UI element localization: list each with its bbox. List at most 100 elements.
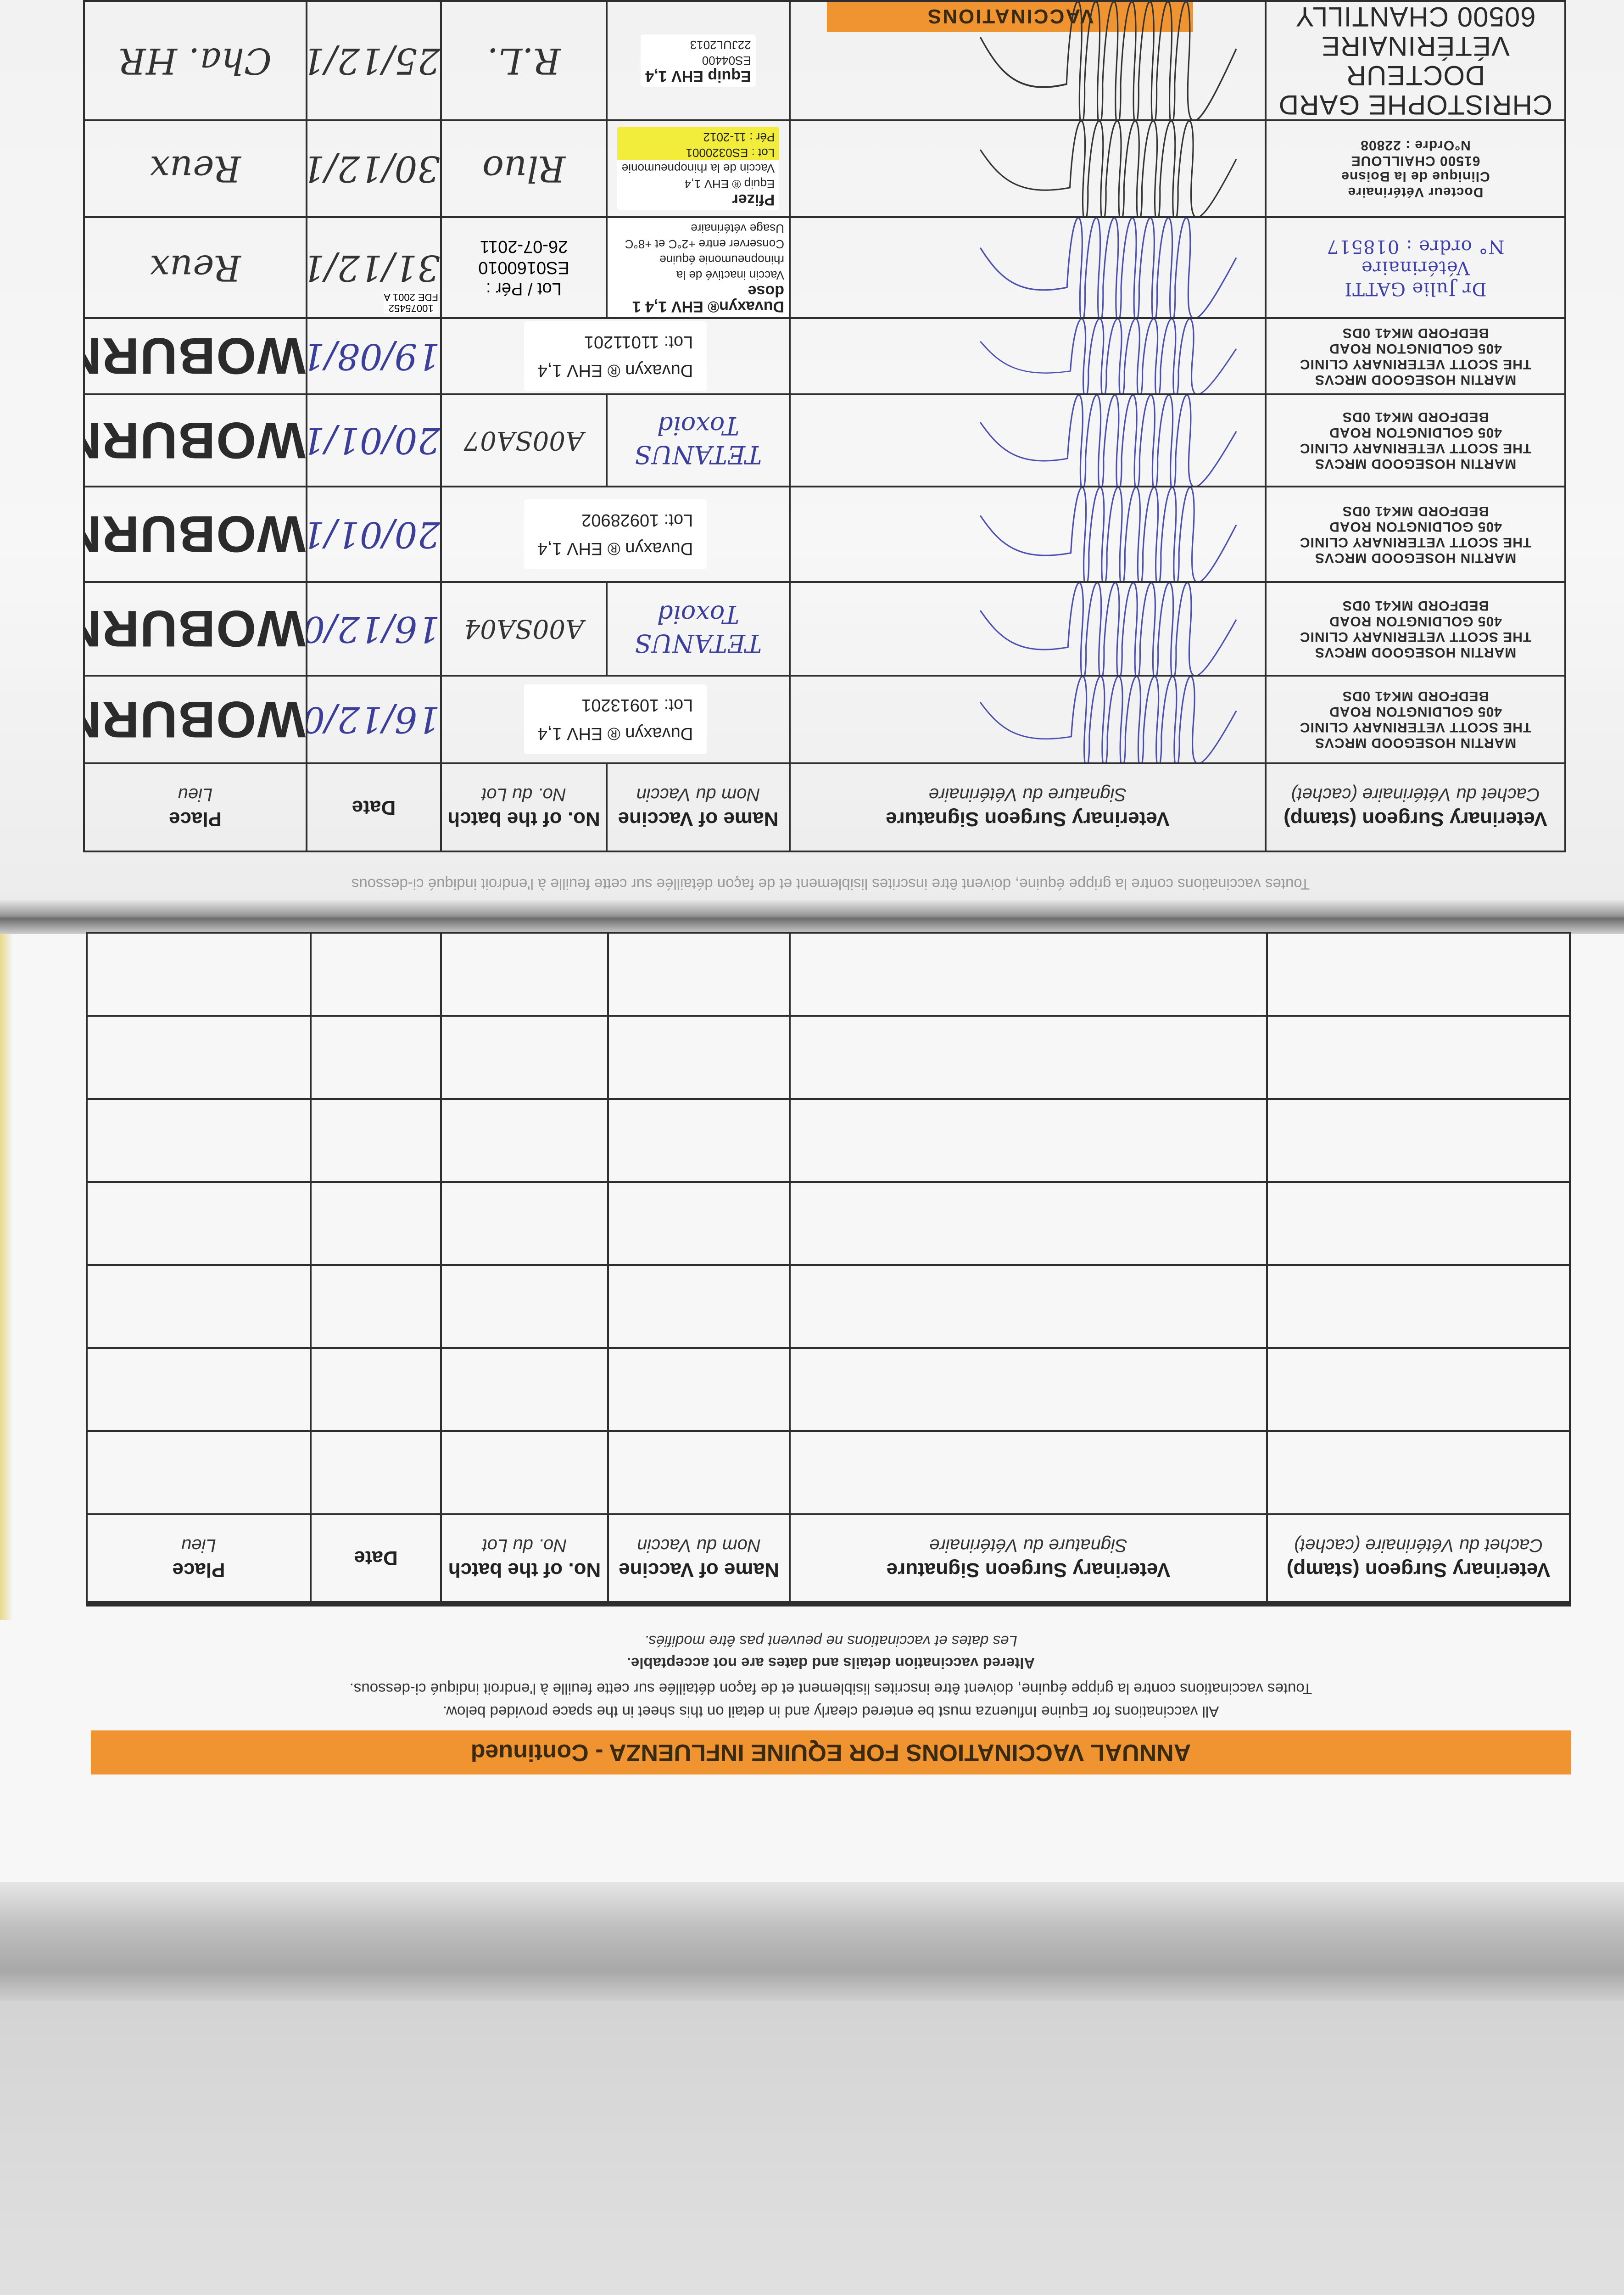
vet-initials: R.L. (487, 40, 561, 81)
column-header: Place Lieu (87, 1514, 311, 1604)
vaccination-date: 25/12/12 (307, 40, 440, 81)
vet-initials: Rluo (482, 148, 565, 190)
place-cell: Reux (84, 120, 307, 217)
column-header: No. of the batch No. du Lot (441, 763, 607, 851)
sticker-code-line: FDE 2001 A (384, 291, 438, 303)
vaccination-place: WOBURN (84, 505, 306, 563)
section-title: ANNUAL VACCINATIONS FOR EQUINE INFLUENZA… (470, 1739, 1191, 1766)
vet-stamp-cell: MARTIN HOSEGOOD MRCVS THE SCOTT VETERINAR… (1266, 318, 1565, 394)
vet-stamp-cell (1267, 1099, 1570, 1182)
column-header: Place Lieu (84, 763, 307, 851)
empty-table-row (87, 1431, 1570, 1514)
signature-cell (790, 1, 1266, 120)
vaccine-sticker: Pfizer Equip ® EHV 1,4 Vaccin de la rhinop… (617, 127, 780, 211)
column-header-en: Name of Vaccine (618, 808, 779, 831)
date-cell: 19/08/10 (307, 318, 441, 394)
handwritten-signature (979, 121, 1237, 216)
place-cell (87, 1265, 311, 1348)
vet-stamp-cell: Docteur Vétérinaire Clinique de la Boisne… (1266, 120, 1565, 217)
signature-cell (790, 1099, 1267, 1182)
vaccine-sticker-line: ES04400 (702, 54, 751, 67)
vet-stamp-line: MARTIN HOSEGOOD MRCVS (1314, 456, 1517, 472)
vet-stamp-cell: MARTIN HOSEGOOD MRCVS THE SCOTT VETERINAR… (1266, 487, 1565, 582)
empty-table-row (87, 1348, 1570, 1431)
vet-stamp-line: Vétérinaire (1361, 257, 1470, 278)
vaccination-record-table: Veterinary Surgeon (stamp) Cachet du Vété… (84, 1, 1566, 852)
vet-stamp: Dr Julie GATTI Vétérinaire N° ordre : 0185… (1267, 236, 1564, 299)
vaccination-place: Cha. HR (119, 40, 272, 81)
column-header-en: Name of Vaccine (619, 1559, 779, 1581)
vet-stamp-cell: Dr Julie GATTI Vétérinaire N° ordre : 0185… (1266, 217, 1565, 318)
vet-stamp-cell (1267, 1431, 1570, 1514)
batch-cell (441, 1431, 608, 1514)
column-header-fr: Nom du Vaccin (636, 784, 760, 805)
date-cell (311, 1182, 441, 1265)
vet-stamp: MARTIN HOSEGOOD MRCVS THE SCOTT VETERINAR… (1267, 503, 1564, 565)
column-header-en: Veterinary Surgeon Signature (886, 808, 1170, 831)
vaccine-sticker-line: Equip ® EHV 1,4 (684, 177, 775, 191)
vaccination-date: 20/01/10 (307, 514, 440, 555)
table-row: Dr Julie GATTI Vétérinaire N° ordre : 0185… (84, 217, 1565, 318)
place-cell: WOBURN (84, 318, 307, 394)
vet-stamp: MARTIN HOSEGOOD MRCVS THE SCOTT VETERINAR… (1267, 598, 1564, 660)
vet-stamp-line: BEDFORD MK41 0DS (1342, 598, 1489, 613)
vaccine-sticker-line: Lot: 11011201 (584, 332, 693, 352)
vet-stamp-line: CHRISTOPHE GARD (1278, 90, 1553, 120)
vet-stamp-cell: CHRISTOPHE GARD DOCTEUR VÉTÉRINAIRE 60500 … (1266, 1, 1565, 120)
vaccination-date: 19/08/10 (307, 336, 440, 377)
column-header: Date (311, 1514, 441, 1604)
vet-stamp-line: MARTIN HOSEGOOD MRCVS (1314, 645, 1517, 660)
date-cell (311, 1431, 441, 1514)
bottom-header-row: Veterinary Surgeon (stamp) Cachet du Vété… (87, 1514, 1570, 1604)
vet-stamp-line: Clinique de la Boisne (1341, 169, 1490, 185)
signature-cell (790, 318, 1266, 394)
date-cell (311, 933, 441, 1016)
vet-stamp-line: 405 GOLDINGTON ROAD (1329, 519, 1502, 534)
batch-line: 26-07-2011 (480, 237, 568, 256)
table-row: MARTIN HOSEGOOD MRCVS THE SCOTT VETERINAR… (84, 487, 1565, 582)
vaccine-name-cell (608, 933, 790, 1016)
vet-stamp: CHRISTOPHE GARD DOCTEUR VÉTÉRINAIRE 60500 … (1267, 1, 1564, 120)
vaccination-place: WOBURN (84, 600, 306, 658)
vaccine-sticker-line: Vaccin inactivé de la rhinopneumonie équ… (659, 253, 784, 282)
vet-stamp-cell (1267, 1016, 1570, 1099)
vaccine-sticker-line: Pér : 11-2012 (703, 130, 775, 145)
handwritten-signature (979, 677, 1237, 762)
column-header-en: Veterinary Surgeon (stamp) (1284, 808, 1547, 831)
place-cell: WOBURN (84, 394, 307, 487)
vaccination-date: 16/12/08 (307, 608, 440, 649)
table-row: MARTIN HOSEGOOD MRCVS THE SCOTT VETERINAR… (84, 318, 1565, 394)
handwritten-signature (979, 395, 1237, 486)
lower-page (0, 918, 1624, 1886)
date-cell (311, 1265, 441, 1348)
column-header-en: Place (172, 1559, 225, 1581)
signature-cell (790, 582, 1266, 676)
vaccine-sticker: Duvaxyn ® EHV 1,4 Lot: 11011201 (524, 321, 707, 391)
vaccine-sticker-line: Lot: 10913201 (581, 695, 693, 715)
vaccine-sticker-line: Pfizer (732, 191, 775, 209)
date-cell: 30/12/11 (307, 120, 441, 217)
vet-stamp-line: 405 GOLDINGTON ROAD (1329, 341, 1502, 356)
vet-stamp-cell (1267, 1182, 1570, 1265)
date-cell (311, 1099, 441, 1182)
vaccine-name-cell (608, 1431, 790, 1514)
vaccine-sticker-cell: Equip EHV 1,4 ES04400 22JUL2013 (607, 1, 790, 120)
place-cell (87, 1182, 311, 1265)
table-row: MARTIN HOSEGOOD MRCVS THE SCOTT VETERINAR… (84, 582, 1565, 676)
column-header-fr: No. du Lot (481, 784, 566, 805)
batch-cell (441, 1265, 608, 1348)
vet-stamp-line: 61500 CHAILLOUE (1351, 153, 1480, 169)
vet-stamp: MARTIN HOSEGOOD MRCVS THE SCOTT VETERINAR… (1267, 409, 1564, 472)
batch-cell: Lot / Pér : ES0160010 26-07-2011 (441, 217, 607, 318)
vaccine-sticker-cell: Duvaxyn ® EHV 1,4 Lot: 10913201 (441, 676, 790, 763)
vaccine-sticker-line: Lot: 10928902 (581, 510, 693, 530)
vet-stamp-line: Dr Julie GATTI (1344, 278, 1487, 299)
batch-label: Lot / Pér : ES0160010 26-07-2011 (442, 236, 606, 299)
date-cell: 16/12/08 (307, 582, 441, 676)
vet-stamp-line: THE SCOTT VETERINARY CLINIC (1299, 441, 1532, 456)
vaccination-date: 30/12/11 (307, 148, 440, 190)
vaccine-sticker-line: Conserver entre +2°C et +8°C (625, 237, 784, 251)
vet-stamp-cell (1267, 1348, 1570, 1431)
vaccine-sticker-cell: Duvaxyn ® EHV 1,4 Lot: 10928902 (441, 487, 790, 582)
